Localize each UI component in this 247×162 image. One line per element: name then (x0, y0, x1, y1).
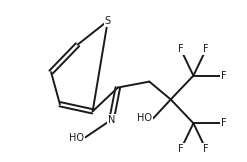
Text: F: F (203, 144, 209, 154)
Text: F: F (221, 118, 226, 128)
Text: N: N (108, 115, 115, 125)
Text: F: F (178, 144, 184, 154)
Text: F: F (178, 45, 184, 54)
Text: HO: HO (69, 133, 84, 143)
Text: HO: HO (137, 113, 152, 123)
Text: F: F (203, 45, 209, 54)
Text: S: S (105, 16, 111, 26)
Text: F: F (221, 71, 226, 81)
